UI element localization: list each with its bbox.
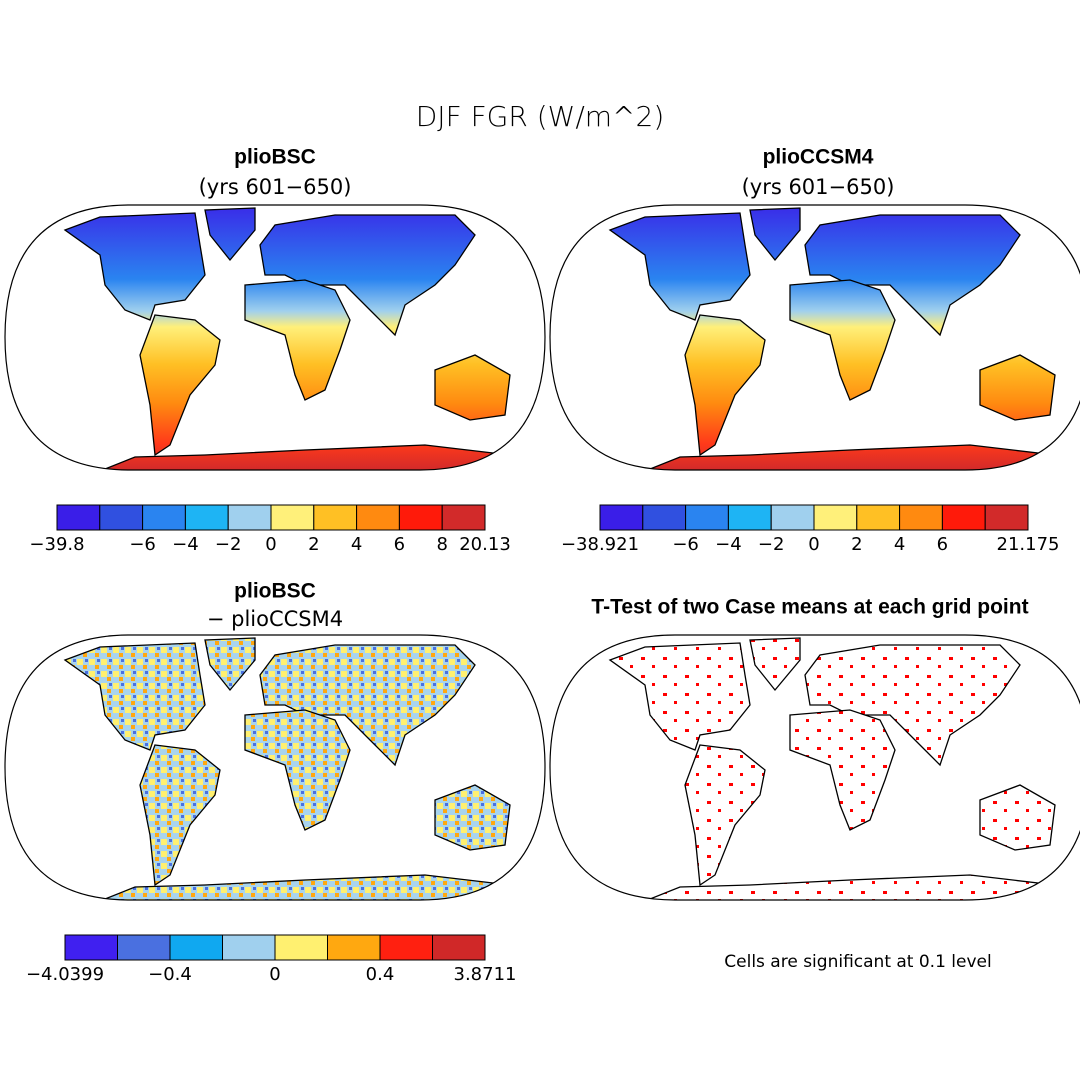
colorbar-label: 2 [308,534,319,555]
colorbar-segment [984,504,1029,531]
colorbar-segment [270,504,315,531]
colorbar-segment [142,504,186,531]
colorbar-label: 6 [937,534,948,555]
panel-subtitle: − plioCCSM4 [207,607,343,631]
figure-title: DJF FGR (W/m^2) [416,100,665,133]
colorbar-label: −6 [129,534,156,555]
colorbar-segment [813,504,858,531]
colorbar-segment [432,934,486,961]
colorbar-segment [398,504,443,531]
colorbar-segment [184,504,229,531]
colorbar-segment [222,934,276,961]
colorbar-label: 20.13 [459,534,511,555]
colorbar-label: −39.8 [29,534,84,555]
colorbar-segment [327,934,381,961]
panel-title: plioBSC [234,580,316,603]
colorbar-label: 8 [436,534,447,555]
colorbar-label: 3.8711 [454,964,517,985]
colorbar-segment [56,504,101,531]
colorbar-label: 21.175 [997,534,1060,555]
land [64,637,545,900]
land [609,207,1080,470]
colorbar-segment [99,504,144,531]
colorbar-segment [856,504,901,531]
colorbar-segment [169,934,223,961]
map [4,204,546,471]
colorbar-segment [599,504,644,531]
colorbar-segment [379,934,433,961]
panel-title: plioCCSM4 [763,146,874,169]
colorbar-label: −6 [672,534,699,555]
colorbar-segment [356,504,400,531]
colorbar-label: 0 [808,534,819,555]
colorbar-label: 6 [394,534,405,555]
panel-subtitle: (yrs 601−650) [199,175,352,199]
colorbar-segment [941,504,986,531]
colorbar-segment [727,504,772,531]
colorbar-label: 2 [851,534,862,555]
colorbar-label: 0 [269,964,280,985]
colorbar-segment [274,934,328,961]
colorbar-label: −2 [215,534,242,555]
land [64,207,545,470]
colorbar-segment [64,934,118,961]
colorbar-label: −38.921 [561,534,639,555]
panel-title: T-Test of two Case means at each grid po… [591,596,1028,619]
colorbar-label: 4 [351,534,362,555]
colorbar-segment [227,504,272,531]
map [549,204,1080,471]
colorbar-label: −2 [758,534,785,555]
colorbar-segment [441,504,486,531]
colorbar-label: 4 [894,534,905,555]
colorbar-segment [313,504,358,531]
land [609,637,1080,900]
colorbar-segment [770,504,815,531]
colorbar-label: 0 [265,534,276,555]
note: Cells are significant at 0.1 level [724,952,991,972]
colorbar-label: −4 [715,534,742,555]
colorbar-label: −0.4 [148,964,192,985]
map [549,634,1080,901]
colorbar-segment [642,504,687,531]
map [4,634,546,901]
colorbar-label: 0.4 [366,964,395,985]
panel-subtitle: (yrs 601−650) [742,175,895,199]
colorbar-segment [685,504,729,531]
colorbar-label: −4 [172,534,199,555]
colorbar-segment [899,504,943,531]
colorbar-label: −4.0399 [26,964,104,985]
colorbar-segment [117,934,171,961]
panel-title: plioBSC [234,146,316,169]
